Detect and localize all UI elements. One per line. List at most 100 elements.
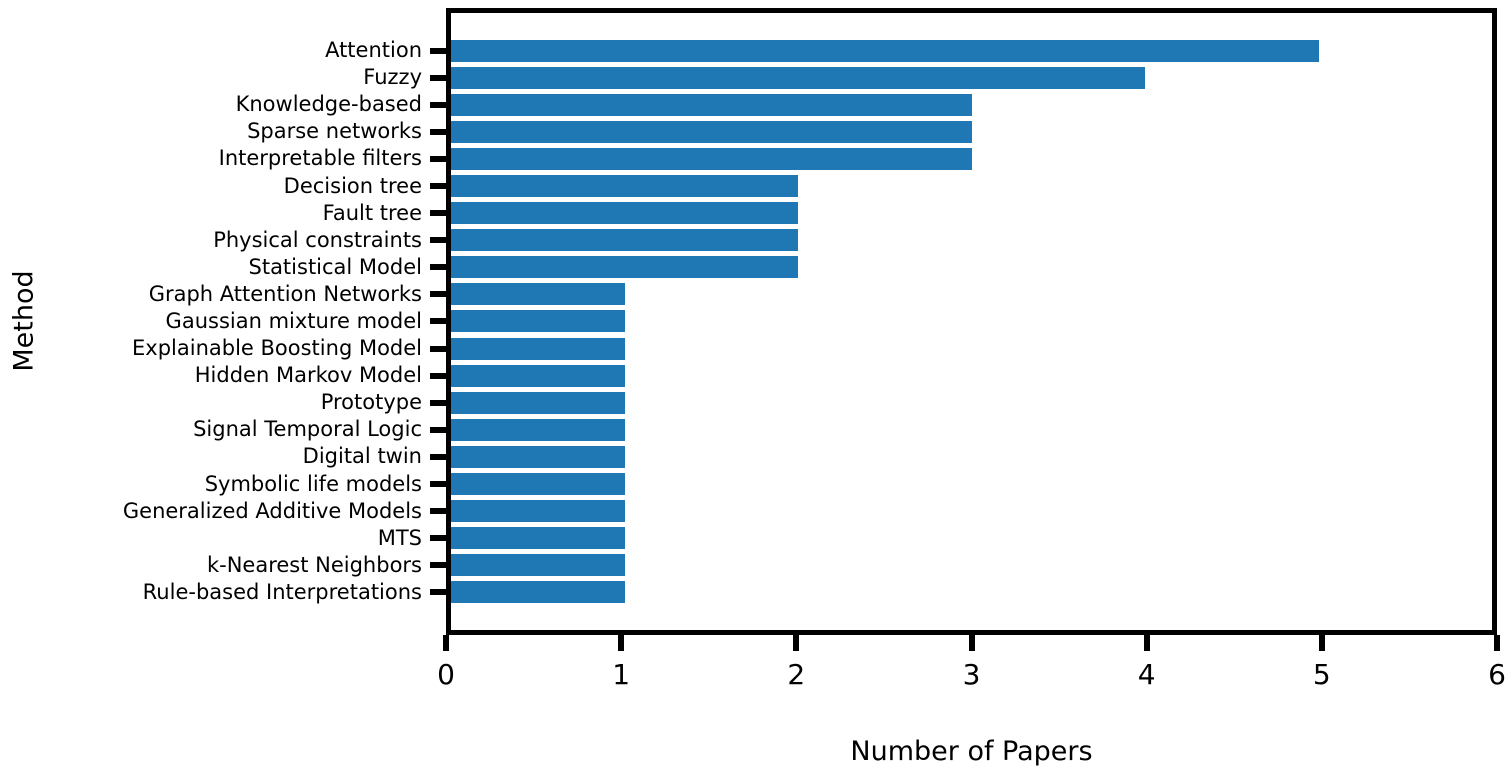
y-tick-label: Statistical Model <box>248 254 423 279</box>
bar-row <box>451 145 1492 172</box>
y-tick-label: Symbolic life models <box>204 471 422 496</box>
y-tick-row <box>430 416 446 443</box>
y-tick-mark <box>430 47 446 54</box>
y-tick-label: Hidden Markov Model <box>194 363 422 388</box>
y-tick-row <box>430 118 446 145</box>
bar-row <box>451 172 1492 199</box>
y-tick-row <box>430 37 446 64</box>
y-tick-row <box>430 579 446 606</box>
x-tick-mark <box>793 635 800 651</box>
y-tick-mark <box>430 318 446 325</box>
x-tick-label: 6 <box>1488 658 1506 691</box>
bar <box>451 364 625 387</box>
bar-row <box>451 579 1492 606</box>
y-tick-row <box>430 335 446 362</box>
bar <box>451 310 625 333</box>
bar-row <box>451 362 1492 389</box>
bar <box>451 337 625 360</box>
bar-row <box>451 200 1492 227</box>
y-tick-row <box>430 525 446 552</box>
x-tick-label: 2 <box>787 658 806 691</box>
bar-row <box>451 498 1492 525</box>
y-tick-row <box>430 443 446 470</box>
x-tick-label: 4 <box>1137 658 1156 691</box>
x-tick-label: 0 <box>437 658 455 691</box>
x-tick-mark <box>968 635 975 651</box>
bar <box>451 39 1319 62</box>
bar-row <box>451 525 1492 552</box>
y-tick-mark <box>430 210 446 217</box>
y-tick-row <box>430 552 446 579</box>
bar-row <box>451 281 1492 308</box>
bar <box>451 256 798 279</box>
bar <box>451 175 798 198</box>
y-tick-mark <box>430 155 446 162</box>
bar-row <box>451 37 1492 64</box>
bar <box>451 93 972 116</box>
y-tick-row <box>430 308 446 335</box>
y-tick-label: Gaussian mixture model <box>165 308 422 333</box>
bar <box>451 147 972 170</box>
y-tick-mark <box>430 589 446 596</box>
bar <box>451 120 972 143</box>
x-tick-label: 3 <box>962 658 981 691</box>
bar <box>451 66 1145 89</box>
bar <box>451 445 625 468</box>
bar-row <box>451 416 1492 443</box>
y-tick-label: Generalized Additive Models <box>122 498 422 523</box>
y-tick-row <box>430 172 446 199</box>
y-tick-row <box>430 91 446 118</box>
bar-row <box>451 443 1492 470</box>
y-tick-mark <box>430 237 446 244</box>
bar-row <box>451 118 1492 145</box>
y-tick-mark <box>430 128 446 135</box>
x-tick-mark <box>443 635 449 651</box>
y-tick-label: Interpretable filters <box>218 146 422 171</box>
y-tick-label: k-Nearest Neighbors <box>206 552 422 577</box>
y-tick-mark <box>430 372 446 379</box>
bar <box>451 473 625 496</box>
y-tick-label: Digital twin <box>302 444 422 469</box>
y-tick-mark <box>430 264 446 271</box>
bar-row <box>451 552 1492 579</box>
y-tick-mark <box>430 508 446 515</box>
y-tick-row <box>430 362 446 389</box>
y-tick-label: Physical constraints <box>213 227 422 252</box>
y-tick-mark <box>430 453 446 460</box>
bar-row <box>451 389 1492 416</box>
bar <box>451 581 625 604</box>
bar <box>451 283 625 306</box>
y-tick-label: Sparse networks <box>247 119 422 144</box>
y-tick-mark <box>430 345 446 352</box>
y-tick-mark <box>430 101 446 108</box>
bar <box>451 391 625 414</box>
y-tick-label: Rule-based Interpretations <box>142 579 422 604</box>
bar-row <box>451 254 1492 281</box>
bar-row <box>451 227 1492 254</box>
y-tick-row <box>430 227 446 254</box>
bar-row <box>451 64 1492 91</box>
y-tick-mark <box>430 535 446 542</box>
y-tick-row <box>430 389 446 416</box>
x-tick-mark <box>1494 635 1500 651</box>
bar <box>451 554 625 577</box>
bar <box>451 418 625 441</box>
y-tick-label: Prototype <box>320 390 422 415</box>
y-tick-row <box>430 281 446 308</box>
y-tick-label: MTS <box>377 525 422 550</box>
y-tick-mark <box>430 291 446 298</box>
bar-row <box>451 308 1492 335</box>
y-tick-mark <box>430 399 446 406</box>
y-tick-row <box>430 254 446 281</box>
bar <box>451 500 625 523</box>
bar <box>451 527 625 550</box>
x-tick-label: 1 <box>612 658 631 691</box>
x-axis-title: Number of Papers <box>850 736 1093 767</box>
x-tick-mark <box>1318 635 1325 651</box>
y-tick-label: Knowledge-based <box>235 92 422 117</box>
bar <box>451 229 798 252</box>
y-tick-label: Fuzzy <box>363 65 422 90</box>
y-tick-row <box>430 471 446 498</box>
y-tick-row <box>430 145 446 172</box>
y-tick-label: Explainable Boosting Model <box>132 336 422 361</box>
